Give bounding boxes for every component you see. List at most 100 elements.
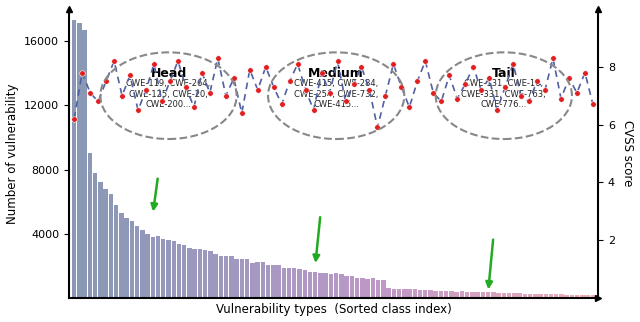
Bar [182, 245, 186, 298]
Bar [145, 234, 150, 298]
Point [228, 76, 239, 81]
Bar [140, 231, 145, 298]
Point [588, 102, 598, 107]
Bar [119, 213, 124, 298]
Bar [497, 293, 501, 298]
Bar [591, 295, 595, 298]
Bar [397, 289, 401, 298]
Point [476, 87, 486, 92]
Point [460, 81, 470, 87]
Bar [245, 259, 250, 298]
Point [372, 125, 383, 130]
Bar [413, 289, 417, 298]
Bar [250, 263, 255, 298]
Bar [570, 295, 574, 298]
Point [181, 84, 191, 90]
Point [101, 79, 111, 84]
Bar [554, 294, 559, 298]
Bar [224, 256, 228, 298]
Bar [491, 292, 495, 298]
Point [260, 64, 271, 69]
Point [428, 90, 438, 95]
Bar [548, 294, 553, 298]
Bar [255, 262, 260, 298]
Point [516, 93, 526, 98]
Bar [376, 279, 380, 298]
Point [117, 93, 127, 98]
Bar [156, 236, 160, 298]
Bar [543, 294, 548, 298]
Bar [355, 278, 360, 298]
Bar [98, 182, 102, 298]
Bar [72, 20, 76, 298]
Bar [507, 293, 511, 298]
Bar [313, 272, 317, 298]
Bar [130, 221, 134, 298]
Bar [523, 294, 527, 298]
Bar [349, 276, 354, 298]
Bar [486, 292, 490, 298]
Bar [428, 290, 433, 298]
Bar [586, 295, 590, 298]
Point [141, 87, 151, 92]
Point [253, 87, 263, 92]
Point [85, 90, 95, 95]
Bar [287, 268, 291, 298]
Bar [297, 269, 301, 298]
Bar [470, 292, 475, 298]
Bar [88, 154, 92, 298]
Point [380, 93, 390, 98]
Point [452, 96, 462, 101]
Point [269, 84, 279, 90]
Bar [381, 280, 385, 298]
Point [444, 73, 454, 78]
Point [436, 99, 447, 104]
Bar [234, 259, 239, 298]
Bar [203, 250, 207, 298]
Bar [433, 291, 438, 298]
Bar [575, 295, 579, 298]
Bar [392, 289, 396, 298]
Bar [538, 294, 543, 298]
Bar [318, 273, 323, 298]
Bar [93, 173, 97, 298]
Point [125, 73, 135, 78]
Bar [371, 278, 375, 298]
Bar [339, 274, 344, 298]
Point [340, 99, 351, 104]
Bar [481, 292, 485, 298]
Point [165, 79, 175, 84]
Point [196, 70, 207, 75]
Bar [360, 278, 365, 298]
Bar [387, 288, 391, 298]
Bar [418, 289, 422, 298]
Bar [114, 205, 118, 298]
Bar [276, 265, 281, 298]
Bar [439, 291, 443, 298]
Bar [334, 273, 339, 298]
Text: Medium: Medium [308, 67, 364, 80]
Bar [83, 30, 87, 298]
Bar [188, 248, 192, 298]
Bar [449, 291, 454, 298]
Point [316, 70, 326, 75]
Point [205, 90, 215, 95]
Bar [219, 256, 223, 298]
Bar [423, 290, 428, 298]
Point [292, 61, 303, 66]
Point [388, 61, 399, 66]
Point [500, 84, 510, 90]
Bar [329, 274, 333, 298]
Text: CWE-119, CWE-264,
CWE-125, CWE-20,
CWE-200...: CWE-119, CWE-264, CWE-125, CWE-20, CWE-2… [126, 79, 211, 109]
Point [69, 116, 79, 121]
Bar [476, 292, 480, 298]
Bar [282, 268, 286, 298]
Bar [444, 291, 449, 298]
Bar [517, 293, 522, 298]
Point [308, 108, 319, 113]
Point [548, 56, 558, 61]
Point [532, 79, 542, 84]
Bar [580, 295, 585, 298]
Point [157, 99, 167, 104]
Bar [266, 265, 270, 298]
